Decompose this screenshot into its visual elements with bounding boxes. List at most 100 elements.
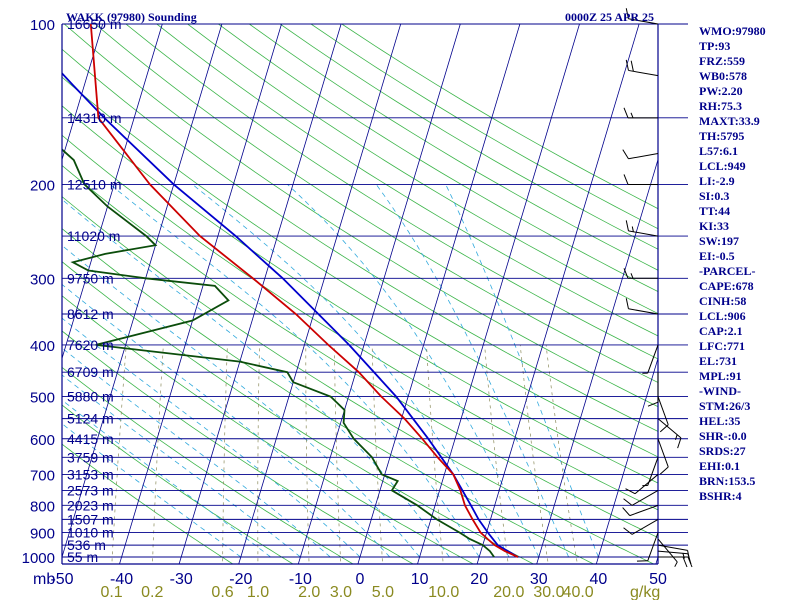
dewpoint-trace: [62, 148, 495, 558]
temperature-tick-label: 0: [356, 571, 365, 588]
temperature-tick-label: -30: [170, 571, 193, 588]
wind-barb-flag: [622, 149, 629, 160]
isotherm: [357, 24, 521, 564]
wind-barb-half-flag: [630, 273, 634, 279]
mixing-ratio-label: 0.1: [100, 584, 122, 600]
dry-adiabat: [156, 24, 658, 337]
wind-barb-flag: [659, 466, 669, 475]
wind-barb-staff: [628, 308, 659, 315]
isotherm: [238, 24, 402, 564]
wind-barb-staff: [657, 396, 669, 425]
temperature-tick-label: -40: [110, 571, 133, 588]
stat-item: SW:197: [699, 234, 739, 248]
wind-barb-flag: [625, 59, 629, 71]
isotherm: [0, 24, 43, 568]
height-label: 1010 m: [67, 525, 114, 541]
wind-barb-flag: [682, 556, 688, 568]
dry-adiabat: [62, 443, 234, 564]
isotherm: [297, 24, 461, 564]
moist-adiabat: [287, 184, 540, 558]
dry-adiabat: [94, 24, 658, 383]
stat-item: FRZ:559: [699, 54, 745, 68]
temperature-tick-label: 30: [530, 571, 548, 588]
dry-adiabat: [62, 48, 658, 432]
stat-item: SRDS:27: [699, 444, 746, 458]
stat-item: LFC:771: [699, 339, 745, 353]
height-label: 8612 m: [67, 306, 114, 322]
temperature-tick-label: -20: [229, 571, 252, 588]
isotherm: [62, 24, 163, 360]
mixing-ratio-line: [371, 344, 383, 564]
pressure-label: 1000: [22, 550, 55, 567]
height-label: 536 m: [67, 537, 106, 553]
wind-barb-flag: [625, 220, 629, 231]
wind-barb-staff: [634, 474, 659, 495]
isotherm: [417, 24, 580, 564]
dry-adiabat: [249, 24, 658, 271]
stat-item: -WIND-: [699, 384, 741, 398]
stat-item: WB0:578: [699, 69, 747, 83]
stat-item: LCL:949: [699, 159, 746, 173]
dry-adiabat: [62, 105, 658, 484]
height-label: 4415 m: [67, 431, 114, 447]
wind-barb-half-flag: [631, 14, 634, 20]
pressure-label: 100: [30, 17, 55, 34]
mixing-ratio-label: 0.2: [141, 584, 163, 600]
dry-adiabat: [62, 295, 475, 564]
wind-barb-half-flag: [631, 226, 634, 232]
pressure-label: 200: [30, 177, 55, 194]
stat-item: LCL:906: [699, 309, 746, 323]
chart-title: WAKK (97980) Sounding: [66, 10, 197, 24]
chart-text: WAKK (97980) Sounding 0000Z 25 APR 25 10…: [22, 10, 766, 600]
height-label: 3759 m: [67, 449, 114, 465]
height-label: 2573 m: [67, 482, 114, 498]
stat-item: CAP:2.1: [699, 324, 743, 338]
stat-item: TP:93: [699, 39, 730, 53]
mixing-ratio-label: 2.0: [298, 584, 320, 600]
stat-item: EL:731: [699, 354, 737, 368]
moist-adiabat: [62, 399, 271, 558]
stat-item: SI:0.3: [699, 189, 729, 203]
stat-item: CINH:58: [699, 294, 746, 308]
wind-barb-flag: [625, 298, 629, 309]
isotherm: [178, 24, 342, 564]
moist-adiabat: [109, 184, 480, 558]
isotherm: [62, 24, 223, 559]
stat-item: TT:44: [699, 204, 730, 218]
wind-barb-staff: [631, 518, 659, 535]
stat-item: HEL:35: [699, 414, 740, 428]
parcel-trace: [62, 72, 519, 558]
wind-barb-flag: [677, 437, 682, 449]
background-lines: [0, 24, 658, 568]
dry-adiabat: [279, 24, 658, 250]
isotherm: [62, 24, 104, 162]
pressure-label: 700: [30, 467, 55, 484]
height-label: 3153 m: [67, 466, 114, 482]
wind-barb-flag: [687, 550, 691, 561]
wind-barb-flag: [625, 8, 629, 19]
dry-adiabat: [62, 164, 658, 539]
temperature-tick-label: 10: [411, 571, 429, 588]
height-label: 7620 m: [67, 337, 114, 353]
pressure-label: 800: [30, 498, 55, 515]
temperature-tick-label: -10: [289, 571, 312, 588]
height-label: 5124 m: [67, 411, 114, 427]
dry-adiabat: [63, 24, 658, 408]
stat-item: SHR-:0.0: [699, 429, 747, 443]
height-label: 11020 m: [67, 228, 120, 244]
stat-item: LI:-2.9: [699, 174, 735, 188]
mixing-ratio-label: 1.0: [247, 584, 269, 600]
isotherm: [536, 158, 658, 564]
chart-date: 0000Z 25 APR 25: [565, 10, 654, 24]
stat-item: MAXT:33.9: [699, 114, 760, 128]
mixing-ratio-line: [257, 344, 260, 564]
dry-adiabat: [62, 366, 354, 564]
wind-barb-staff: [657, 538, 678, 563]
wind-barb-flag: [623, 107, 629, 119]
stat-item: STM:26/3: [699, 399, 750, 413]
wind-barb-staff: [647, 457, 659, 486]
mixing-ratio-label: 0.6: [211, 584, 233, 600]
stat-item: L57:6.1: [699, 144, 738, 158]
